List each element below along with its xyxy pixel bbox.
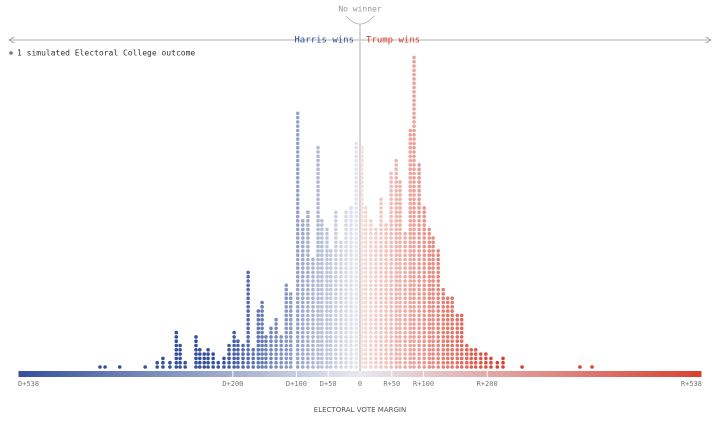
dot-column [246, 270, 250, 369]
dot-column [369, 219, 373, 369]
dot-column [260, 300, 264, 369]
dot-column [117, 365, 122, 369]
dot-column [222, 356, 226, 369]
dot-column [183, 360, 187, 369]
dot-column [459, 313, 464, 369]
dot-column [403, 231, 407, 369]
dot-column [484, 352, 488, 369]
dot-column [489, 356, 493, 369]
dot-column [520, 365, 524, 369]
x-tick-label: D+200 [222, 380, 243, 388]
dot-column [320, 219, 324, 369]
dot-column [284, 283, 289, 369]
dot-column [279, 335, 283, 369]
dot-column [379, 197, 383, 369]
dot-column [227, 343, 231, 369]
dot-column [501, 356, 505, 369]
dot-column [441, 287, 446, 369]
dot-column [422, 206, 427, 369]
dot-column [311, 257, 315, 369]
dot-column [316, 145, 320, 369]
dot-column [161, 356, 165, 369]
x-tick-label: D+100 [286, 380, 307, 388]
legend-label: 1 simulated Electoral College outcome [17, 49, 195, 58]
dot-column [578, 365, 582, 369]
dot-column [211, 352, 215, 369]
dot-column [363, 206, 368, 369]
dot-column [473, 348, 478, 369]
dot-column [325, 227, 329, 369]
dot-column [103, 365, 107, 369]
dot-column [328, 249, 333, 369]
dot-column [178, 343, 182, 369]
dot-column [251, 348, 256, 369]
no-winner-label: No winner [338, 5, 382, 14]
dot-column [206, 348, 210, 369]
dot-column [394, 158, 399, 369]
x-tick-label: D+538 [18, 380, 39, 388]
x-axis-title: ELECTORAL VOTE MARGIN [314, 406, 406, 414]
no-winner-bracket [345, 15, 375, 25]
dot-column [236, 339, 240, 369]
dot-column [455, 313, 460, 369]
dot-column [445, 296, 450, 369]
dot-column [288, 292, 293, 369]
dot-column [495, 360, 500, 369]
dot-column [295, 111, 300, 369]
x-tick-label: 0 [358, 380, 362, 388]
x-tick-label: R+200 [477, 380, 498, 388]
dot-column [241, 343, 245, 369]
x-tick-label: D+50 [320, 380, 337, 388]
dot-column [306, 210, 310, 369]
dot-column [98, 365, 102, 369]
dot-column [464, 343, 469, 369]
dot-column [339, 240, 343, 369]
dot-column [334, 210, 338, 369]
dot-column [202, 352, 207, 369]
dot-column [431, 236, 435, 369]
dot-column [450, 296, 454, 369]
dot-column [174, 330, 179, 369]
dot-column [469, 348, 474, 369]
dot-column [155, 360, 160, 369]
dot-column [478, 352, 483, 369]
dot-column [417, 163, 421, 369]
dot-column [269, 326, 273, 369]
dot-column [198, 348, 202, 369]
dot-column [216, 360, 221, 369]
dot-column [389, 171, 393, 369]
dot-column [274, 317, 278, 369]
dot-column [354, 141, 358, 369]
dot-column [264, 335, 268, 369]
dot-column [427, 227, 432, 369]
dot-column [360, 145, 364, 369]
dot-column [256, 309, 261, 369]
x-tick-label: R+50 [383, 380, 400, 388]
dot-column [168, 360, 172, 369]
harris-label: Harris wins [294, 36, 354, 46]
dot-column [143, 365, 147, 369]
dot-column [412, 55, 416, 369]
right-arrow [705, 36, 712, 44]
dot-column [384, 223, 388, 369]
trump-label: Trump wins [366, 36, 420, 46]
dot-column [408, 128, 413, 369]
dot-column [436, 249, 440, 369]
dot-column [374, 227, 378, 369]
dot-column [349, 206, 353, 369]
dot-column [590, 365, 594, 369]
dot-column [232, 330, 236, 369]
dot-column [398, 180, 402, 369]
dot-column [300, 219, 305, 369]
x-tick-label: R+100 [413, 380, 434, 388]
dot-column [344, 210, 348, 369]
legend-dot [9, 51, 13, 55]
dot-column [194, 335, 198, 369]
left-arrow [8, 36, 15, 44]
x-tick-label: R+538 [681, 380, 702, 388]
